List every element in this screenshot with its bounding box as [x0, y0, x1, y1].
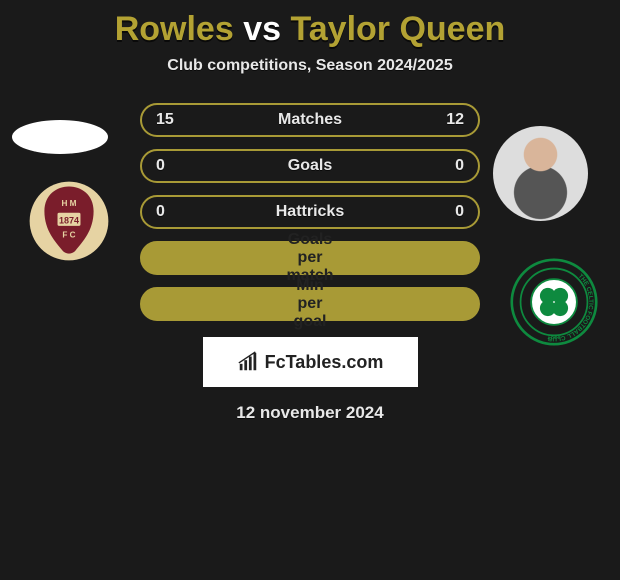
- svg-text:H M: H M: [61, 199, 76, 208]
- stat-left-value: 0: [156, 157, 184, 175]
- stat-label: Goals: [184, 157, 436, 175]
- stat-label: Min per goal: [294, 277, 327, 331]
- player-left-avatar: [12, 120, 108, 154]
- stat-row: 15Matches12: [140, 103, 480, 137]
- stat-row: 0Goals0: [140, 149, 480, 183]
- stat-row: Goals per match: [140, 241, 480, 275]
- stat-right-value: 12: [436, 111, 464, 129]
- stat-label: Matches: [184, 111, 436, 129]
- club-right-badge: THE CELTIC FOOTBALL CLUB 1888: [510, 258, 598, 346]
- title-left-name: Rowles: [115, 10, 234, 48]
- stat-label: Hattricks: [184, 203, 436, 221]
- subtitle: Club competitions, Season 2024/2025: [0, 57, 620, 75]
- watermark: FcTables.com: [203, 337, 418, 387]
- player-right-avatar: [493, 126, 588, 221]
- stat-row: 0Hattricks0: [140, 195, 480, 229]
- bar-chart-icon: [237, 351, 259, 373]
- stat-left-value: 15: [156, 111, 184, 129]
- svg-text:F C: F C: [62, 230, 75, 239]
- stat-row: Min per goal: [140, 287, 480, 321]
- title-vs: vs: [243, 10, 281, 48]
- page-title: Rowles vs Taylor Queen: [0, 0, 620, 57]
- date: 12 november 2024: [0, 403, 620, 423]
- watermark-text: FcTables.com: [265, 352, 384, 373]
- stat-left-value: 0: [156, 203, 184, 221]
- club-right-year: 1888: [547, 334, 561, 341]
- club-left-badge: 1874 H M F C: [28, 180, 110, 262]
- club-left-year: 1874: [59, 215, 79, 225]
- stat-right-value: 0: [436, 203, 464, 221]
- title-right-name: Taylor Queen: [291, 10, 506, 48]
- stat-right-value: 0: [436, 157, 464, 175]
